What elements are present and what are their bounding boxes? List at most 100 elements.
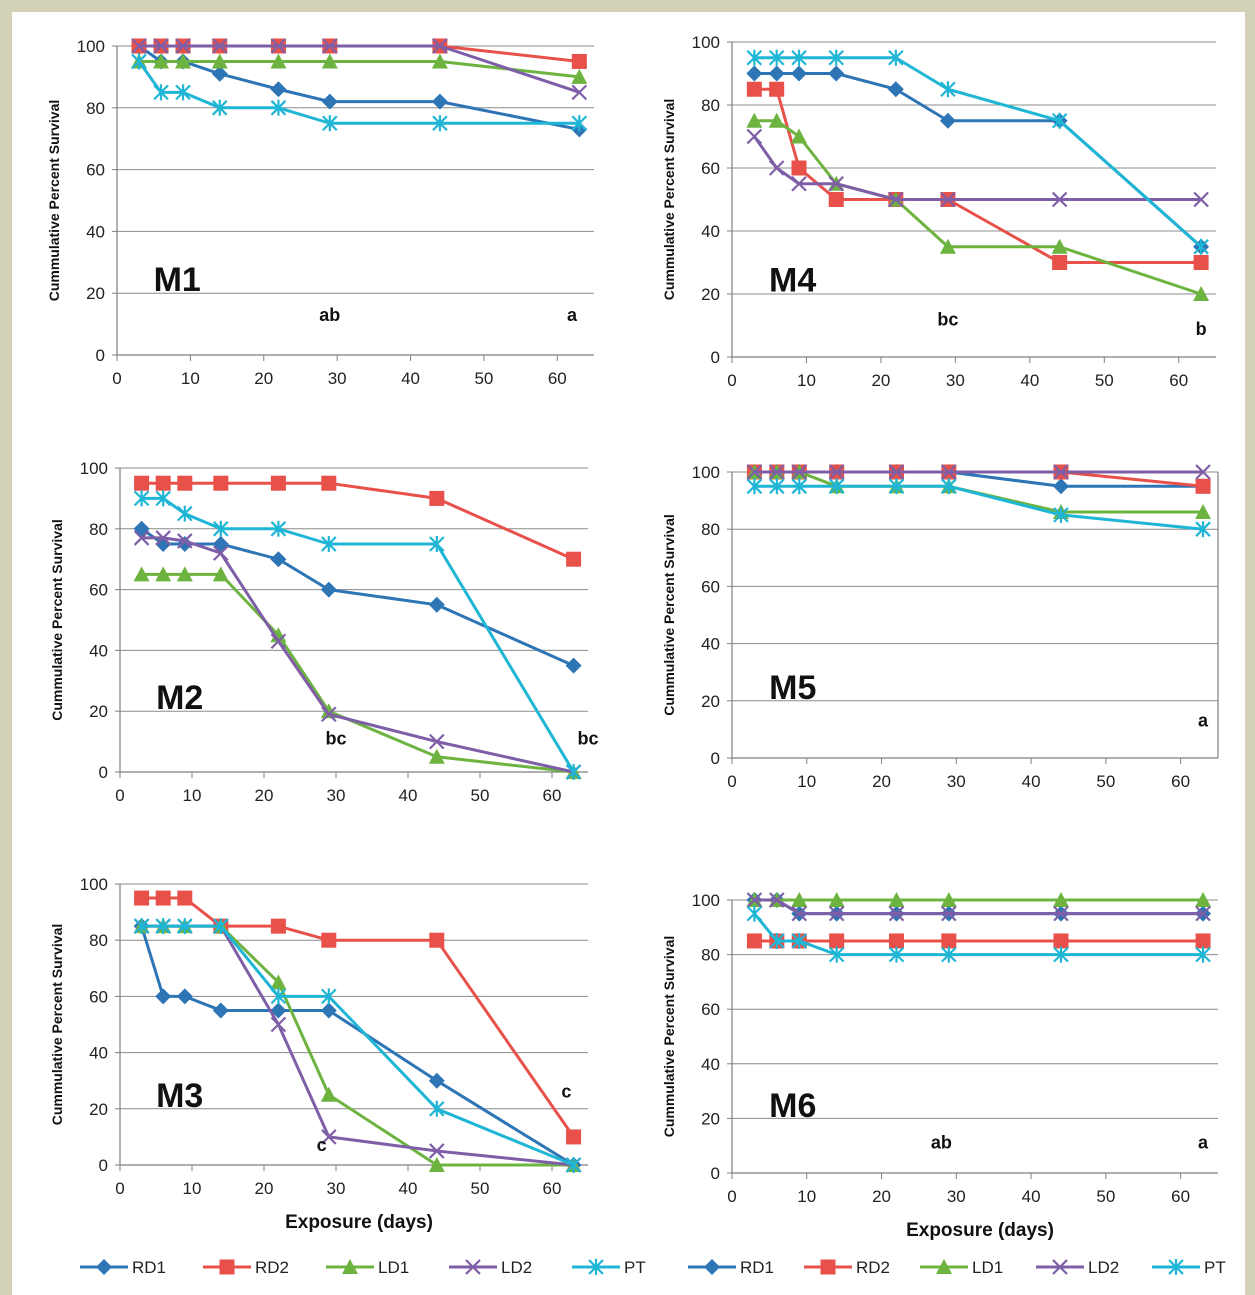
data-point	[155, 566, 172, 582]
data-point	[941, 946, 957, 963]
y-tick-label: 0	[99, 1156, 108, 1175]
data-point	[153, 84, 169, 101]
data-point	[134, 890, 150, 906]
data-point	[828, 175, 845, 192]
legend-label: RD2	[856, 1258, 890, 1277]
data-point	[320, 1086, 337, 1102]
data-point	[321, 932, 337, 948]
panel-title: M5	[769, 669, 816, 707]
data-point	[176, 566, 193, 582]
data-point	[940, 892, 957, 907]
data-point	[888, 946, 905, 963]
x-tick-label: 50	[474, 369, 493, 388]
y-tick-label: 80	[701, 520, 720, 539]
x-tick-label: 30	[327, 1179, 346, 1198]
legend-item-rd1: RD1	[688, 1258, 774, 1277]
significance-label: ab	[319, 305, 340, 325]
data-point	[791, 932, 808, 949]
series-rd1	[746, 892, 1212, 922]
data-point	[1052, 255, 1068, 270]
y-tick-label: 20	[89, 1100, 108, 1119]
data-point	[888, 905, 905, 922]
series-line	[754, 898, 1204, 916]
data-point	[428, 1072, 445, 1089]
data-point	[175, 53, 192, 69]
data-point	[155, 918, 171, 935]
legend-label: LD1	[378, 1258, 409, 1277]
data-point	[432, 38, 448, 54]
series-pt	[131, 53, 588, 132]
data-point	[791, 128, 808, 144]
data-point	[133, 918, 150, 935]
legend-swatch-marker	[1168, 1259, 1184, 1275]
data-point	[1193, 238, 1209, 255]
x-axis-label: Exposure (days)	[906, 1220, 1054, 1241]
y-tick-label: 100	[692, 33, 720, 52]
data-point	[428, 596, 445, 613]
x-tick-label: 60	[1169, 371, 1188, 390]
series-ld1	[131, 53, 588, 84]
series-ld1	[746, 892, 1212, 907]
data-point	[270, 918, 286, 934]
data-point	[571, 84, 588, 101]
data-point	[828, 892, 845, 907]
figure-frame: 0 20 40 60 80 100 0 10 20 30 40 50 60 Cummulative Per…	[12, 12, 1245, 1295]
x-tick-label: 60	[543, 1179, 562, 1198]
chart-panel-m6: 0 20 40 60 80 100 0 10 20 30 40 50 60 Cummulative Per…	[661, 891, 1218, 1241]
data-point	[429, 1100, 445, 1117]
legend-item-pt: PT	[1152, 1258, 1226, 1277]
x-tick-label: 0	[727, 1187, 736, 1206]
data-point	[429, 490, 445, 506]
data-point	[177, 890, 193, 906]
data-point	[175, 84, 191, 101]
x-tick-label: 40	[399, 786, 418, 805]
data-point	[941, 933, 957, 949]
legend-label: PT	[624, 1258, 646, 1277]
data-point	[1053, 946, 1069, 963]
x-tick-label: 40	[1020, 371, 1039, 390]
significance-label: b	[1196, 319, 1207, 339]
legend-label: LD1	[972, 1258, 1003, 1277]
series-line	[138, 44, 580, 131]
data-point	[566, 551, 582, 567]
series-rd2	[746, 81, 1209, 270]
series-line	[139, 44, 580, 63]
series-line	[141, 896, 575, 1138]
data-point	[768, 160, 785, 176]
data-point	[177, 505, 193, 522]
data-point	[1052, 892, 1069, 907]
y-tick-label: 80	[89, 520, 108, 539]
y-tick-label: 40	[701, 1055, 720, 1074]
legend-swatch-marker	[936, 1259, 952, 1274]
data-point	[270, 633, 287, 650]
x-tick-label: 20	[872, 772, 891, 791]
x-tick-label: 30	[946, 371, 965, 390]
data-point	[940, 191, 956, 208]
y-axis-label: Cummulative Percent Survival	[661, 514, 677, 716]
data-point	[791, 175, 807, 192]
y-tick-label: 100	[80, 459, 108, 478]
series-line	[137, 60, 580, 125]
x-tick-label: 50	[1096, 1187, 1115, 1206]
x-tick-label: 60	[543, 786, 562, 805]
data-point	[941, 478, 957, 495]
data-point	[571, 53, 587, 69]
significance-label: a	[1198, 711, 1209, 731]
panel-title: M4	[769, 262, 816, 300]
data-point	[791, 905, 808, 922]
data-point	[429, 536, 445, 552]
legend-item-pt: PT	[572, 1258, 646, 1277]
significance-label: c	[561, 1082, 571, 1102]
legend-label: LD2	[501, 1258, 532, 1277]
data-point	[746, 464, 763, 480]
y-axis-label: Cummulative Percent Survival	[661, 936, 677, 1138]
data-point	[212, 1002, 229, 1019]
y-tick-label: 60	[86, 161, 105, 180]
data-point	[746, 49, 763, 66]
x-tick-label: 40	[1022, 772, 1041, 791]
data-point	[940, 81, 956, 98]
data-point	[153, 53, 170, 69]
series-line	[754, 484, 1204, 531]
y-tick-label: 40	[701, 635, 720, 654]
